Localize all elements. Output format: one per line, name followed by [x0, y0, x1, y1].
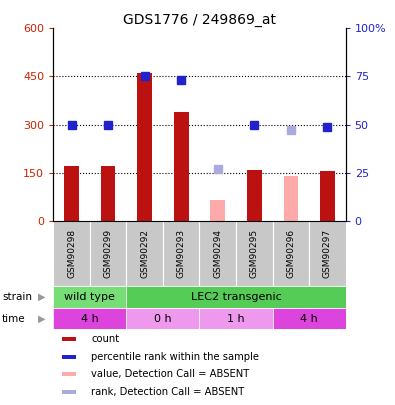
Bar: [64, 166, 79, 221]
Text: GSM90296: GSM90296: [286, 229, 295, 278]
Bar: [163, 221, 199, 286]
Text: 4 h: 4 h: [81, 313, 99, 324]
Text: ▶: ▶: [38, 313, 45, 324]
Text: GSM90299: GSM90299: [103, 229, 113, 278]
Bar: [137, 73, 152, 221]
Bar: [174, 112, 188, 221]
Bar: [284, 176, 298, 221]
Text: GSM90295: GSM90295: [250, 229, 259, 278]
Bar: [126, 286, 346, 308]
Text: GSM90294: GSM90294: [213, 229, 222, 278]
Text: strain: strain: [2, 292, 32, 302]
Bar: [247, 170, 261, 221]
Bar: [126, 221, 163, 286]
Bar: [90, 221, 126, 286]
Bar: [236, 221, 273, 286]
Text: GSM90298: GSM90298: [67, 229, 76, 278]
Bar: [211, 200, 225, 221]
Bar: [199, 221, 236, 286]
Text: ▶: ▶: [38, 292, 45, 302]
Text: LEC2 transgenic: LEC2 transgenic: [191, 292, 281, 302]
Title: GDS1776 / 249869_at: GDS1776 / 249869_at: [123, 13, 276, 27]
Text: GSM90293: GSM90293: [177, 229, 186, 278]
Text: GSM90292: GSM90292: [140, 229, 149, 278]
Text: count: count: [91, 334, 119, 344]
Text: value, Detection Call = ABSENT: value, Detection Call = ABSENT: [91, 369, 250, 379]
Text: GSM90297: GSM90297: [323, 229, 332, 278]
Text: 0 h: 0 h: [154, 313, 172, 324]
Bar: [320, 171, 335, 221]
Bar: [199, 308, 273, 329]
Bar: [62, 337, 76, 341]
Text: 4 h: 4 h: [300, 313, 318, 324]
Bar: [273, 308, 346, 329]
Bar: [309, 221, 346, 286]
Bar: [53, 286, 126, 308]
Bar: [101, 166, 115, 221]
Bar: [62, 390, 76, 394]
Bar: [62, 372, 76, 376]
Bar: [62, 355, 76, 359]
Bar: [53, 308, 126, 329]
Bar: [126, 308, 199, 329]
Text: time: time: [2, 313, 26, 324]
Text: 1 h: 1 h: [227, 313, 245, 324]
Bar: [273, 221, 309, 286]
Text: rank, Detection Call = ABSENT: rank, Detection Call = ABSENT: [91, 387, 245, 396]
Text: wild type: wild type: [64, 292, 115, 302]
Text: percentile rank within the sample: percentile rank within the sample: [91, 352, 260, 362]
Bar: [53, 221, 90, 286]
